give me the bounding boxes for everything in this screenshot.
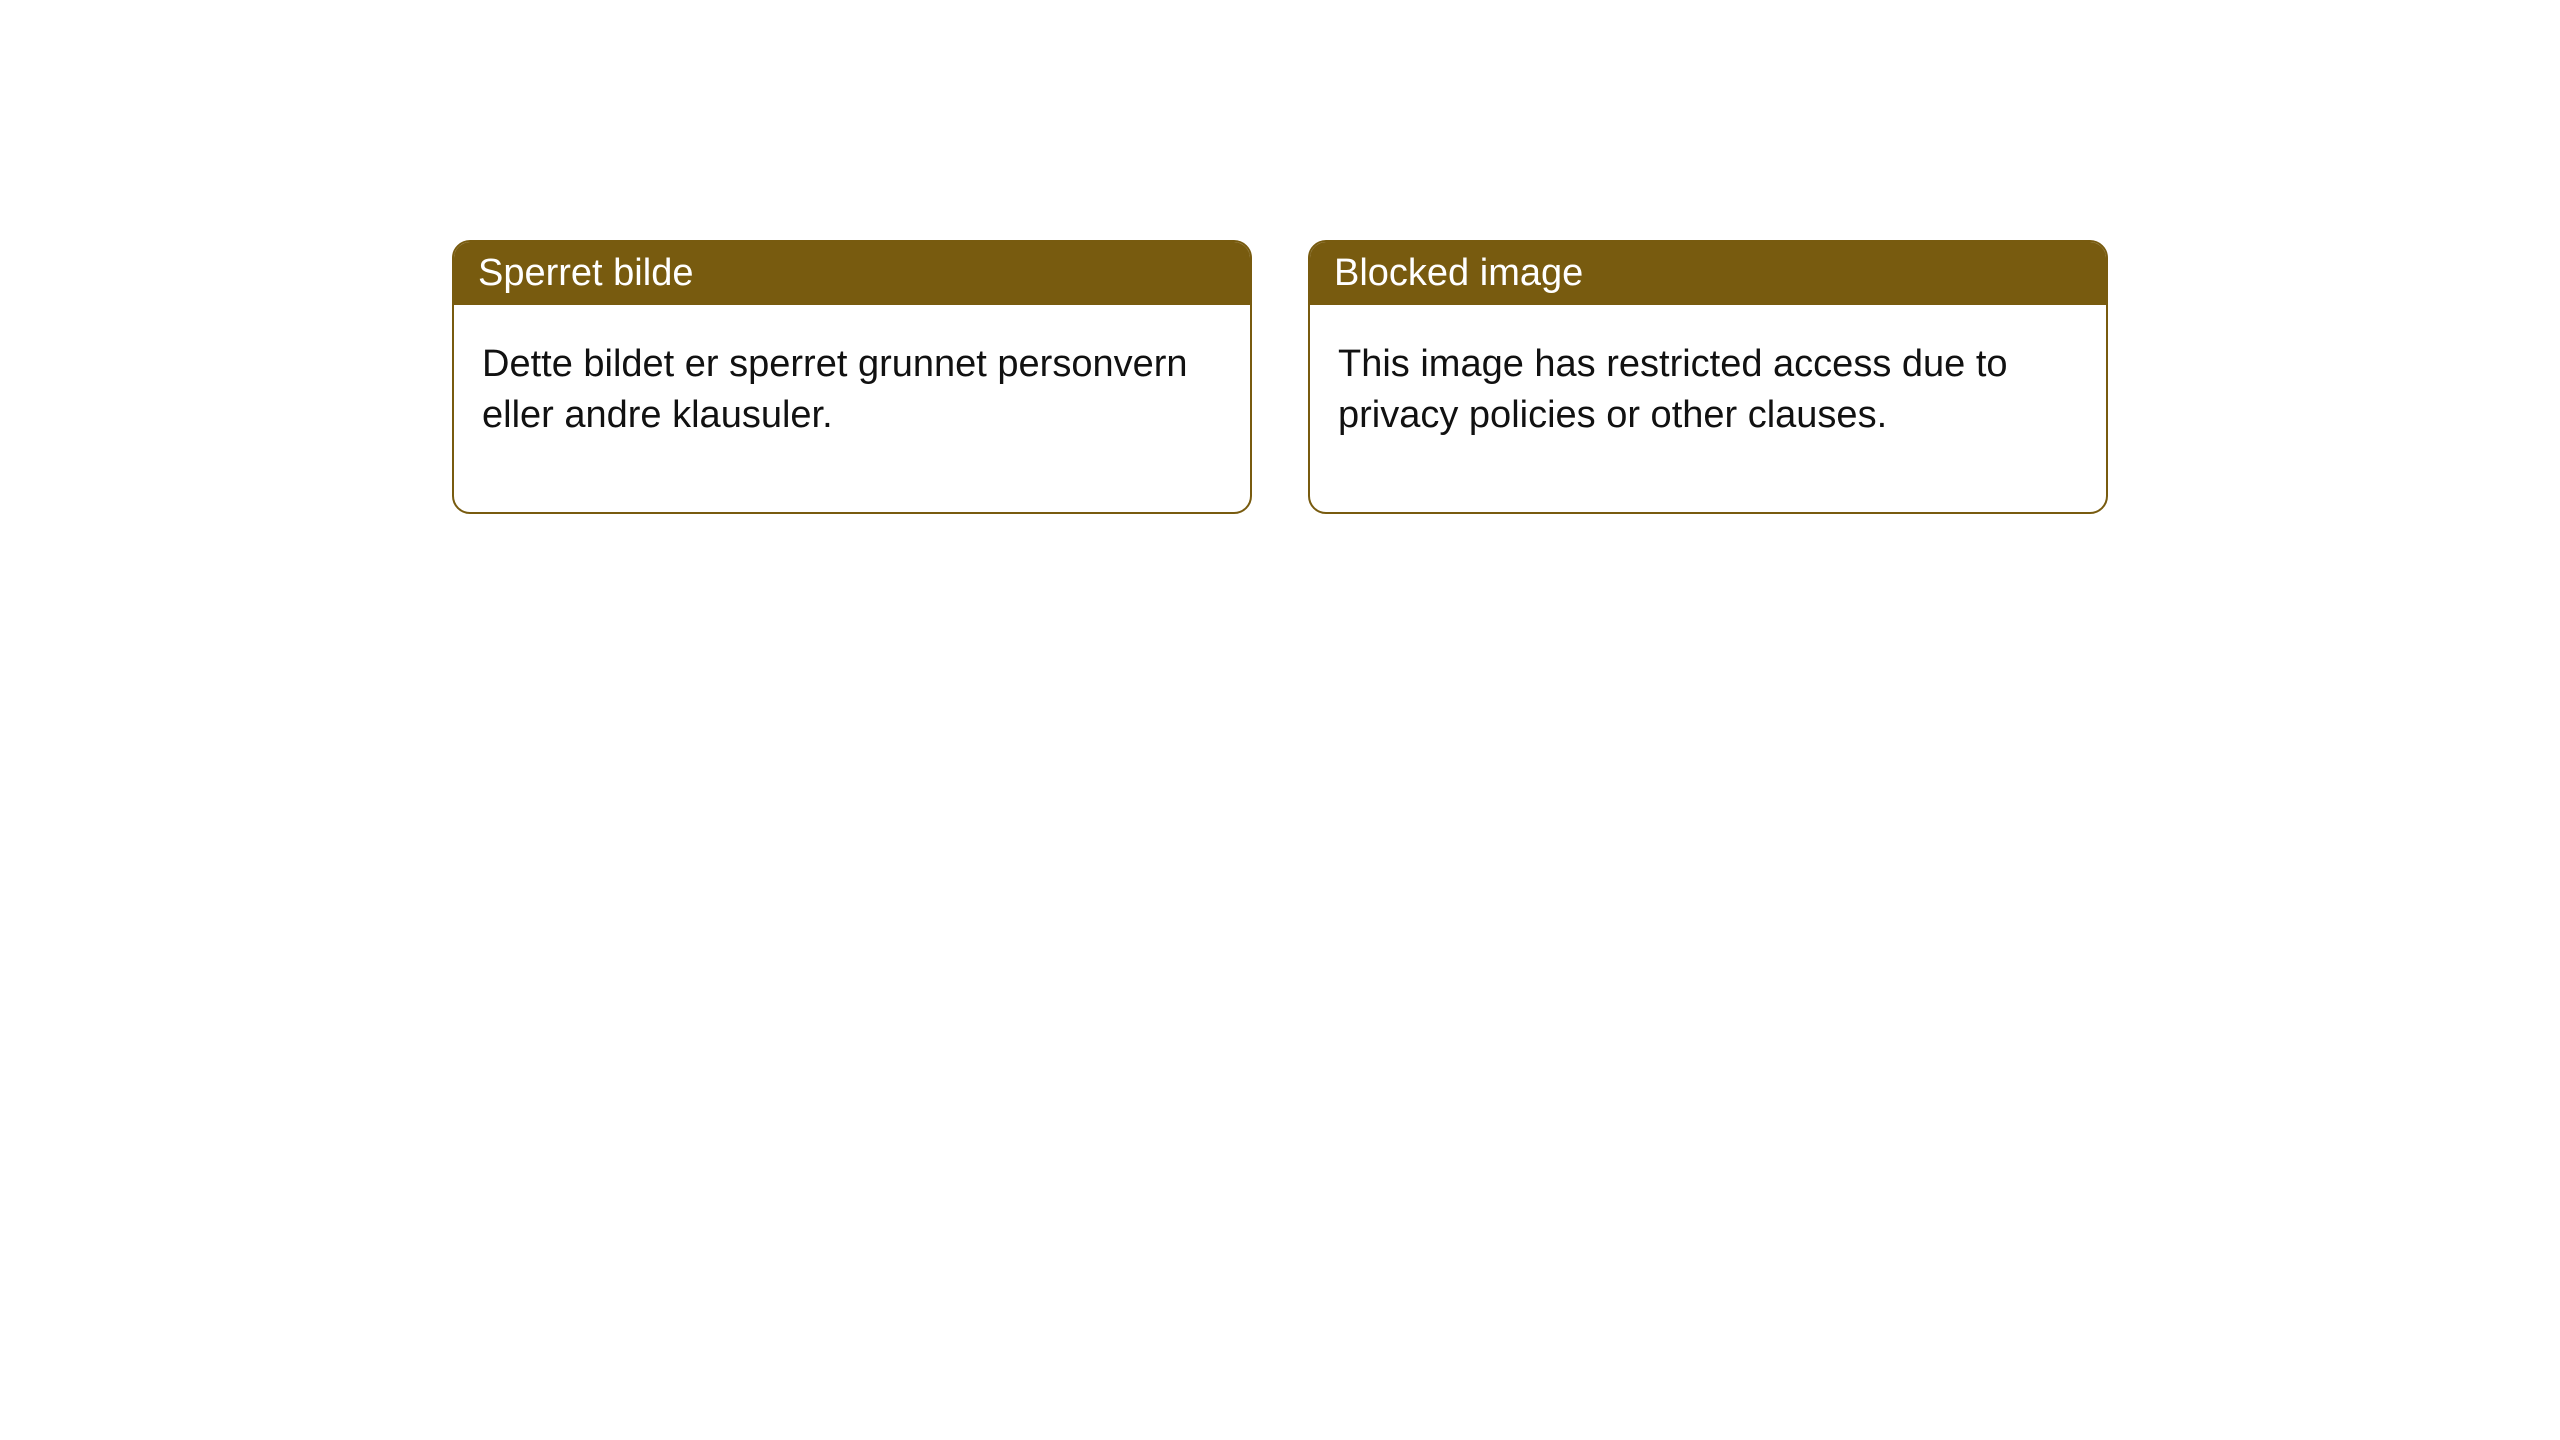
notice-body-norwegian: Dette bildet er sperret grunnet personve… bbox=[454, 305, 1250, 512]
notice-body-english: This image has restricted access due to … bbox=[1310, 305, 2106, 512]
notice-title-english: Blocked image bbox=[1310, 242, 2106, 305]
notice-container: Sperret bilde Dette bildet er sperret gr… bbox=[452, 240, 2108, 514]
notice-title-norwegian: Sperret bilde bbox=[454, 242, 1250, 305]
notice-card-norwegian: Sperret bilde Dette bildet er sperret gr… bbox=[452, 240, 1252, 514]
notice-card-english: Blocked image This image has restricted … bbox=[1308, 240, 2108, 514]
